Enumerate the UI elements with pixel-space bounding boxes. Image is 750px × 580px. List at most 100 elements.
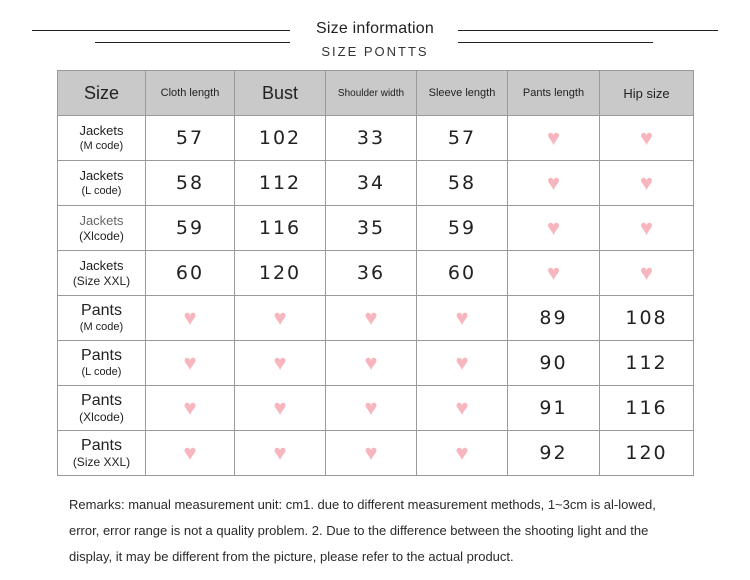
column-header-pants-length: Pants length [507,70,600,116]
size-code: (L code) [81,365,122,378]
column-header-cloth-length: Cloth length [145,70,235,116]
hip-size-cell: 120 [599,430,694,476]
heart-icon: ♥ [639,169,654,195]
heart-icon: ♥ [639,124,654,150]
header-rule-left-bottom [95,42,290,43]
heart-icon: ♥ [273,439,287,465]
measurement-value: 120 [625,442,668,464]
size-code: (M code) [79,139,124,152]
heart-icon: ♥ [364,304,378,330]
table-row: Jackets (M code) 57 102 33 57 ♥ ♥ [57,115,694,161]
column-header-shoulder-width: Shoulder width [325,70,417,116]
size-table: Size Cloth length Bust Shoulder width Sl… [57,70,694,476]
measurement-value: 35 [356,217,386,239]
heart-icon: ♥ [273,304,287,330]
heart-icon: ♥ [183,394,197,420]
cloth-length-cell: ♥ [145,385,235,431]
pants-length-cell: ♥ [507,250,600,296]
sleeve-length-cell: 58 [416,160,508,206]
heart-icon: ♥ [546,259,561,285]
heart-icon: ♥ [546,214,561,240]
shoulder-width-cell: ♥ [325,340,417,386]
measurement-value: 102 [258,127,302,149]
pants-length-cell: 91 [507,385,600,431]
bust-cell: ♥ [234,295,326,341]
heart-icon: ♥ [639,214,654,240]
shoulder-width-cell: 35 [325,205,417,251]
measurement-value: 33 [356,127,386,149]
measurement-value: 60 [175,262,205,284]
bust-cell: ♥ [234,340,326,386]
size-label-cell: Jackets (Xlcode) [57,205,146,251]
garment-type: Jackets [79,212,124,228]
measurement-value: 90 [539,352,568,374]
hip-size-cell: ♥ [599,250,694,296]
heart-icon: ♥ [455,304,469,330]
measurement-value: 57 [447,127,477,149]
heart-icon: ♥ [364,439,378,465]
sleeve-length-cell: 57 [416,115,508,161]
table-row: Jackets (Xlcode) 59 116 35 59 ♥ ♥ [57,205,694,251]
measurement-value: 108 [625,307,668,329]
cloth-length-cell: ♥ [145,430,235,476]
shoulder-width-cell: 33 [325,115,417,161]
heart-icon: ♥ [455,394,469,420]
header-rule-right-bottom [458,42,653,43]
remarks-text: Remarks: manual measurement unit: cm1. d… [69,497,656,564]
sleeve-length-cell: ♥ [416,340,508,386]
measurement-value: 36 [356,262,386,284]
pants-length-cell: 89 [507,295,600,341]
measurement-value: 89 [539,307,568,329]
measurement-value: 116 [625,397,668,419]
sleeve-length-cell: 59 [416,205,508,251]
column-header-size: Size [57,70,146,116]
shoulder-width-cell: ♥ [325,295,417,341]
size-code: (M code) [79,320,124,333]
size-code: (Xlcode) [79,228,124,243]
hip-size-cell: 112 [599,340,694,386]
size-code: (Xlcode) [79,409,124,424]
page-title: Size information [316,20,434,37]
page-subtitle: SIZE PONTTS [321,44,429,59]
measurement-value: 112 [258,172,302,194]
size-label-cell: Jackets (M code) [57,115,146,161]
pants-length-cell: ♥ [507,160,600,206]
cloth-length-cell: 58 [145,160,235,206]
cloth-length-cell: 57 [145,115,235,161]
heart-icon: ♥ [455,349,469,375]
measurement-value: 59 [447,217,477,239]
size-code: (Size XXL) [72,454,131,469]
measurement-value: 58 [175,172,205,194]
hip-size-cell: ♥ [599,115,694,161]
size-info-header: Size information SIZE PONTTS [0,0,750,70]
pants-length-cell: 90 [507,340,600,386]
garment-type: Pants [81,436,122,454]
heart-icon: ♥ [364,394,378,420]
sleeve-length-cell: 60 [416,250,508,296]
measurement-value: 58 [447,172,477,194]
hip-size-cell: 108 [599,295,694,341]
pants-length-cell: ♥ [507,115,600,161]
table-row: Jackets (Size XXL) 60 120 36 60 ♥ ♥ [57,250,694,296]
measurement-value: 34 [356,172,386,194]
heart-icon: ♥ [183,304,197,330]
table-row: Jackets (L code) 58 112 34 58 ♥ ♥ [57,160,694,206]
heart-icon: ♥ [183,439,197,465]
heart-icon: ♥ [546,169,561,195]
heart-icon: ♥ [639,259,654,285]
pants-length-cell: ♥ [507,205,600,251]
column-header-bust: Bust [234,70,326,116]
garment-type: Pants [81,346,122,364]
garment-type: Pants [81,391,122,409]
table-row: Pants (L code) ♥ ♥ ♥ ♥ 90 112 [57,340,694,386]
heart-icon: ♥ [546,124,561,150]
bust-cell: 116 [234,205,326,251]
bust-cell: 102 [234,115,326,161]
size-label-cell: Jackets (L code) [57,160,146,206]
cloth-length-cell: 59 [145,205,235,251]
sleeve-length-cell: ♥ [416,430,508,476]
garment-type: Jackets [79,257,124,273]
size-label-cell: Pants (Size XXL) [57,430,146,476]
heart-icon: ♥ [455,439,469,465]
heart-icon: ♥ [273,349,287,375]
